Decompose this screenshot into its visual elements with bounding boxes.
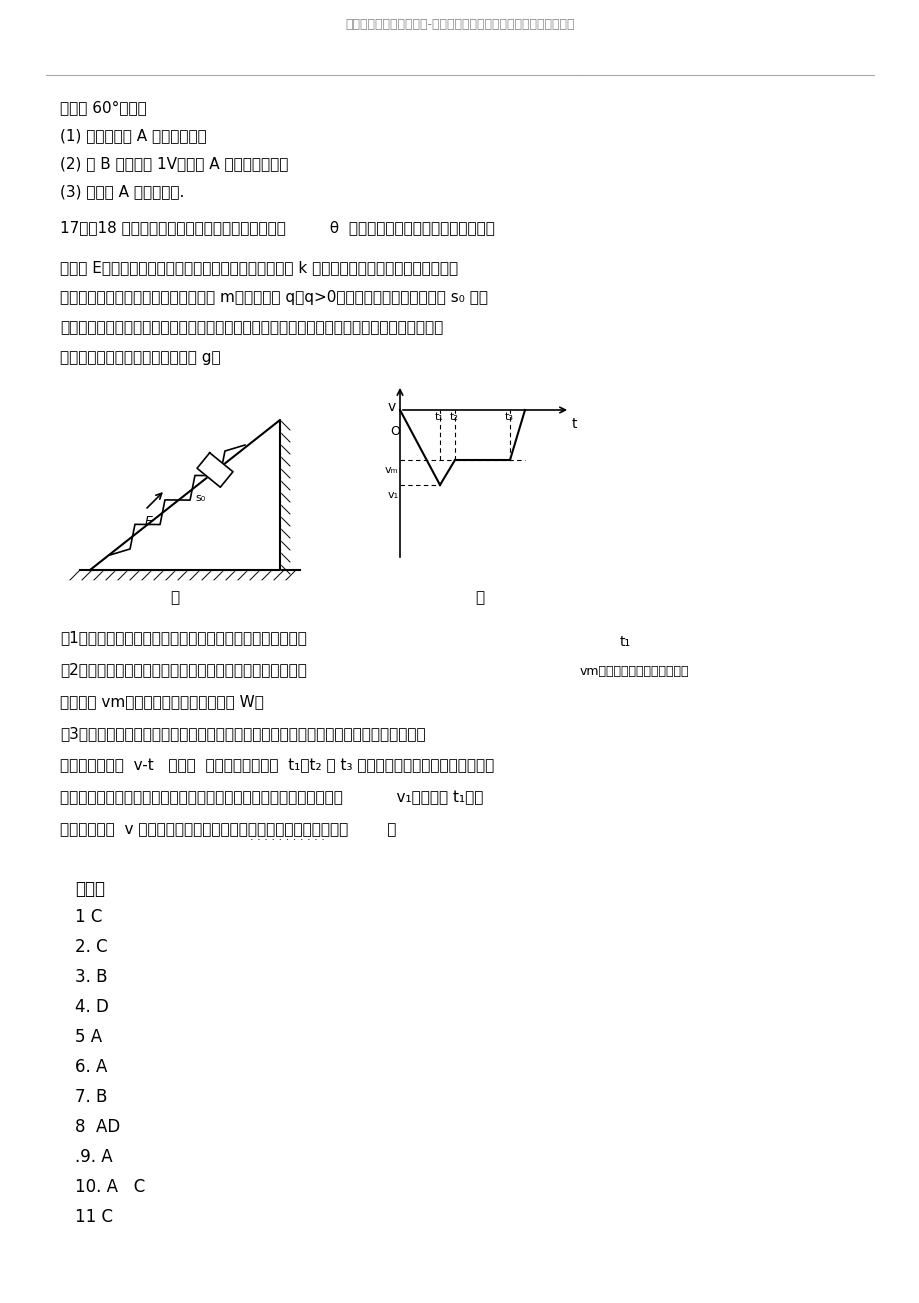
Text: v: v [388, 400, 396, 414]
Text: (3) 电子在 A 点的电势能.: (3) 电子在 A 点的电势能. [60, 184, 184, 199]
Text: 7. B: 7. B [75, 1088, 108, 1106]
Text: （2）假设滑块在沿斜面向下运动的整个过程中最大速度大小: （2）假设滑块在沿斜面向下运动的整个过程中最大速度大小 [60, 662, 307, 678]
Text: 在弹性限度内，重力加速度大小为 g。: 在弹性限度内，重力加速度大小为 g。 [60, 351, 221, 365]
Text: 10. A   C: 10. A C [75, 1178, 145, 1196]
Text: 四川省成都七中实验学校-学高二物理上学期第一次月考试题新人教版: 四川省成都七中实验学校-学高二物理上学期第一次月考试题新人教版 [345, 18, 574, 31]
Text: 4. D: 4. D [75, 998, 108, 1016]
Text: 为大小为 vm过程中弹簧的弹力所做的功 W；: 为大小为 vm过程中弹簧的弹力所做的功 W； [60, 694, 264, 709]
Text: vm：求滑块从静止释放到速度: vm：求滑块从静止释放到速度 [579, 665, 688, 678]
Text: (2) 设 B 处电势为 1V，那么 A 处电势为多少；: (2) 设 B 处电势为 1V，那么 A 处电势为多少； [60, 156, 288, 171]
Text: 3. B: 3. B [75, 968, 108, 986]
Text: t₁: t₁ [435, 412, 443, 422]
Text: t₃: t₃ [505, 412, 514, 422]
Text: 5 A: 5 A [75, 1028, 102, 1046]
Text: 甲: 甲 [170, 590, 179, 605]
Text: 大小为 E、方向沿斜面向下的匀强电场中。一劲度系数为 k 的绝缘轻质弹簧的一端固定在斜面底: 大小为 E、方向沿斜面向下的匀强电场中。一劲度系数为 k 的绝缘轻质弹簧的一端固… [60, 261, 458, 275]
Text: 答案：: 答案： [75, 880, 105, 898]
Text: 止释放，滑块在运动过程中电量保持不变，设滑块与弹簧接触过程没有机械能损失，弹簧始终处: 止释放，滑块在运动过程中电量保持不变，设滑块与弹簧接触过程没有机械能损失，弹簧始… [60, 321, 443, 335]
Text: （1）求滑块从静止释放到与弹簧上端接触瞬间所经历的时间: （1）求滑块从静止释放到与弹簧上端接触瞬间所经历的时间 [60, 629, 307, 645]
Text: 乙: 乙 [475, 590, 484, 605]
Text: 的速度大小，  v 是题中所指的物理量。（本小题不要求写出计算过程        ）: 的速度大小， v 是题中所指的物理量。（本小题不要求写出计算过程 ） [60, 822, 396, 837]
Text: （3）从滑块静止释放瞬间开始计时，请在乙图中画出滑块在沿斜面向下运动的整个过程中: （3）从滑块静止释放瞬间开始计时，请在乙图中画出滑块在沿斜面向下运动的整个过程中 [60, 726, 425, 741]
Text: s₀: s₀ [195, 493, 205, 503]
Text: t₂: t₂ [449, 412, 459, 422]
Text: 触、第一次速度到达最大值及第一次速度减为零的时刻，纵坐标轴上的           v₁为滑块在 t₁时刻: 触、第一次速度到达最大值及第一次速度减为零的时刻，纵坐标轴上的 v₁为滑块在 t… [60, 790, 482, 805]
Text: v₁: v₁ [388, 490, 399, 500]
Text: 夹角为 60°．求：: 夹角为 60°．求： [60, 100, 147, 115]
Text: 2. C: 2. C [75, 938, 108, 956]
Text: 6. A: 6. A [75, 1058, 108, 1076]
Text: 11 C: 11 C [75, 1208, 113, 1226]
Text: 速度与时间关系  v-t   图象。  图中横坐标轴上的  t₁、t₂ 及 t₃ 分别表示滑块第一次与弹簧上端接: 速度与时间关系 v-t 图象。 图中横坐标轴上的 t₁、t₂ 及 t₃ 分别表示… [60, 758, 494, 773]
Text: 端，整根弹簧处于自然状态。一质量为 m、带电量为 q（q>0）的滑块从距离弹簧上端为 s₀ 处静: 端，整根弹簧处于自然状态。一质量为 m、带电量为 q（q>0）的滑块从距离弹簧上… [60, 291, 487, 305]
Text: t₁: t₁ [619, 635, 630, 649]
Text: 8  AD: 8 AD [75, 1118, 120, 1136]
Polygon shape [90, 420, 279, 569]
Text: 17．（18 分）如图甲，在水平地面上固定一倾角为         θ  的光滑绝缘斜面，斜面处于电场强度: 17．（18 分）如图甲，在水平地面上固定一倾角为 θ 的光滑绝缘斜面，斜面处于… [60, 220, 494, 235]
Text: E: E [145, 515, 153, 528]
Text: vₘ: vₘ [384, 465, 398, 476]
Text: (1) 场强方向和 A 处的场强大小: (1) 场强方向和 A 处的场强大小 [60, 128, 207, 143]
Polygon shape [197, 452, 233, 487]
Text: · · · · · · · · · · ·: · · · · · · · · · · · [250, 835, 324, 846]
Text: O: O [390, 425, 400, 438]
Text: .9. A: .9. A [75, 1148, 112, 1166]
Text: t: t [572, 417, 577, 431]
Text: 1 C: 1 C [75, 908, 102, 926]
